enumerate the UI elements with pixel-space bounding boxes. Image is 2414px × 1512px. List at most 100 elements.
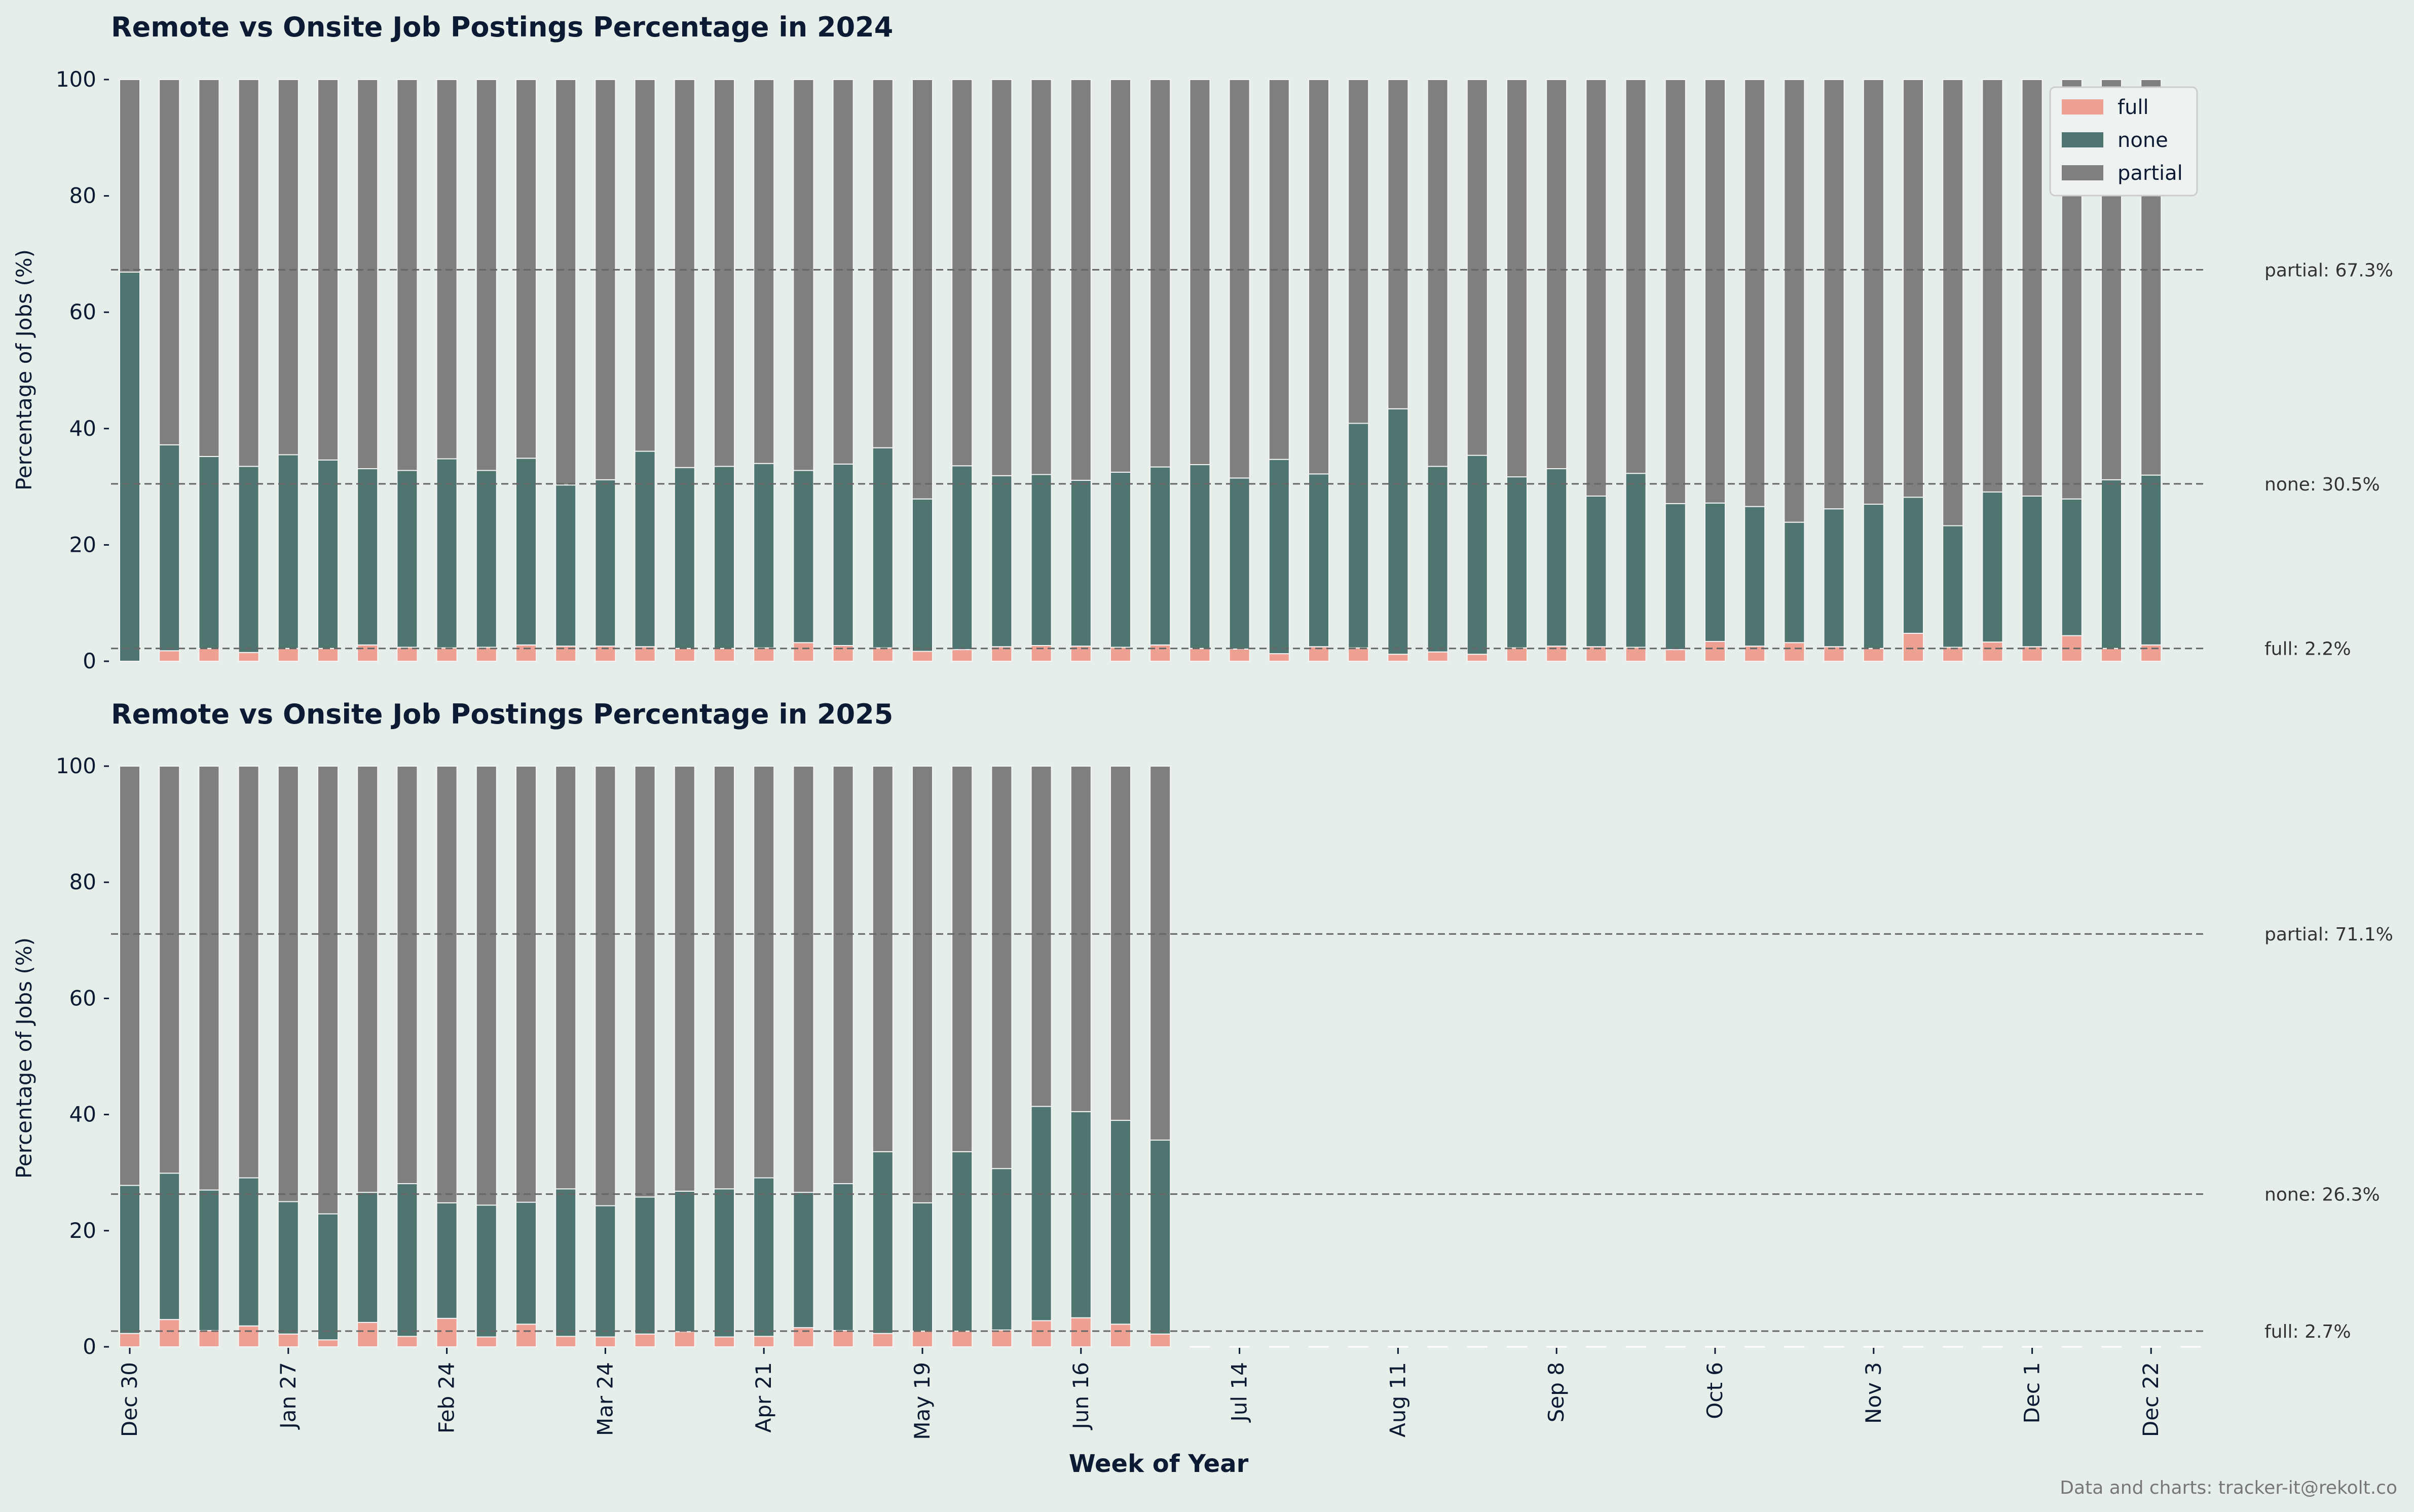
x-tick-label: Sep 8: [1544, 1362, 1569, 1422]
avg-label-partial: partial: 67.3%: [2264, 260, 2393, 281]
bar-partial-week-40: [1664, 79, 1686, 504]
y-axis-label-2025: Percentage of Jobs (%): [12, 937, 36, 1179]
bar-none-week-9: [436, 1202, 458, 1319]
bar-none-week-48: [1982, 491, 2003, 643]
bar-full-week-12: [555, 1336, 577, 1348]
avg-label-partial: partial: 71.1%: [2264, 924, 2393, 945]
bar-none-week-5: [277, 1201, 299, 1335]
y-tick-label: 100: [56, 753, 96, 778]
bar-none-week-3: [198, 456, 220, 649]
bar-none-week-9: [436, 458, 458, 649]
bar-full-week-13: [595, 1336, 616, 1348]
bar-full-week-8: [396, 647, 418, 662]
y-tick-label: 0: [83, 649, 96, 673]
bar-none-week-21: [912, 498, 933, 652]
bar-full-week-6: [317, 648, 339, 662]
bar-full-week-9: [436, 647, 458, 662]
bar-full-week-20: [872, 1333, 894, 1348]
bar-partial-week-43: [1784, 79, 1805, 523]
bar-none-week-10: [475, 1204, 497, 1338]
bar-partial-week-26: [1110, 766, 1131, 1121]
legend-swatch-partial: [2062, 165, 2103, 180]
x-tick-label: Dec 30: [117, 1362, 142, 1437]
bar-full-week-22: [951, 649, 973, 662]
chart-title-2024: Remote vs Onsite Job Postings Percentage…: [111, 11, 893, 43]
x-tick-label: Jun 16: [1068, 1362, 1093, 1430]
bar-full-week-18: [793, 642, 814, 662]
bar-partial-week-14: [634, 766, 656, 1198]
bar-none-week-37: [1546, 468, 1568, 647]
bar-partial-week-14: [634, 79, 656, 452]
bar-none-week-15: [674, 1190, 695, 1333]
bar-partial-week-41: [1704, 79, 1726, 504]
bar-partial-week-5: [277, 79, 299, 456]
bar-full-week-9: [436, 1317, 458, 1347]
y-tick-label: 80: [69, 183, 96, 208]
bar-none-week-39: [1625, 473, 1647, 648]
bar-full-week-22: [951, 1331, 973, 1348]
bar-none-week-33: [1387, 408, 1409, 655]
x-tick-label: Feb 24: [434, 1362, 459, 1433]
bar-full-week-23: [991, 1329, 1013, 1348]
y-tick-label: 20: [69, 1218, 96, 1243]
bar-none-week-3: [198, 1189, 220, 1331]
bar-partial-week-35: [1466, 79, 1488, 456]
bar-partial-week-37: [1546, 79, 1568, 470]
legend-label-full: full: [2118, 96, 2149, 119]
bar-partial-week-27: [1149, 766, 1171, 1141]
bar-none-week-24: [1030, 1106, 1052, 1321]
bar-partial-week-1: [119, 766, 140, 1186]
bar-partial-week-10: [475, 766, 497, 1206]
y-tick-label: 60: [69, 986, 96, 1010]
bar-none-week-21: [912, 1202, 933, 1332]
bar-none-week-12: [555, 1188, 577, 1337]
bar-none-week-18: [793, 470, 814, 644]
panel-2025: 0 20 40 60 80 100 partial: 71.1% none: 26.3% ful…: [56, 753, 2393, 1359]
bar-full-week-46: [1903, 632, 1924, 662]
bar-partial-week-25: [1070, 79, 1092, 481]
y-axis-label-2024: Percentage of Jobs (%): [12, 249, 36, 490]
bar-none-week-50: [2061, 498, 2083, 636]
x-tick-label: Dec 22: [2138, 1362, 2163, 1437]
bar-none-week-11: [515, 1201, 537, 1325]
bar-none-week-43: [1784, 521, 1805, 644]
bar-partial-week-18: [793, 766, 814, 1193]
bar-partial-week-25: [1070, 766, 1092, 1112]
bar-full-week-21: [912, 1331, 933, 1348]
bar-partial-week-27: [1149, 79, 1171, 468]
bar-full-week-43: [1784, 642, 1805, 662]
bar-none-week-6: [317, 459, 339, 649]
x-tick-label: Apr 21: [751, 1362, 776, 1432]
bar-partial-week-13: [595, 79, 616, 480]
bar-partial-week-2: [159, 766, 180, 1174]
bar-none-week-7: [357, 1192, 379, 1323]
bar-partial-week-38: [1585, 79, 1607, 497]
legend-swatch-full: [2062, 99, 2103, 115]
y-tick-label: 100: [56, 67, 96, 92]
bar-none-week-16: [714, 466, 735, 649]
bar-partial-week-20: [872, 766, 894, 1152]
bar-full-week-32: [1348, 647, 1369, 662]
bar-none-week-20: [872, 1151, 894, 1334]
bar-partial-week-23: [991, 766, 1013, 1169]
bar-full-week-1: [119, 1333, 140, 1348]
bar-none-week-40: [1664, 503, 1686, 651]
bar-none-week-17: [753, 463, 775, 649]
bar-none-week-5: [277, 454, 299, 649]
bar-partial-week-34: [1427, 79, 1449, 467]
bar-partial-week-33: [1387, 79, 1409, 409]
bar-none-week-8: [396, 1183, 418, 1337]
bar-none-week-2: [159, 1173, 180, 1320]
bar-full-week-34: [1427, 651, 1449, 662]
bar-partial-week-48: [1982, 79, 2003, 493]
bar-partial-week-17: [753, 79, 775, 464]
bar-full-week-11: [515, 1324, 537, 1347]
bar-partial-week-8: [396, 79, 418, 471]
bar-none-week-16: [714, 1188, 735, 1338]
bar-none-week-6: [317, 1213, 339, 1341]
bar-partial-week-19: [832, 766, 854, 1184]
bar-partial-week-18: [793, 79, 814, 471]
bar-full-week-51: [2101, 648, 2122, 662]
bar-partial-week-23: [991, 79, 1013, 476]
